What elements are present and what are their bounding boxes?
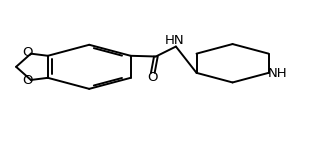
Text: NH: NH	[267, 67, 287, 80]
Text: O: O	[147, 71, 158, 84]
Text: O: O	[22, 46, 32, 59]
Text: O: O	[22, 74, 32, 87]
Text: HN: HN	[165, 34, 184, 47]
